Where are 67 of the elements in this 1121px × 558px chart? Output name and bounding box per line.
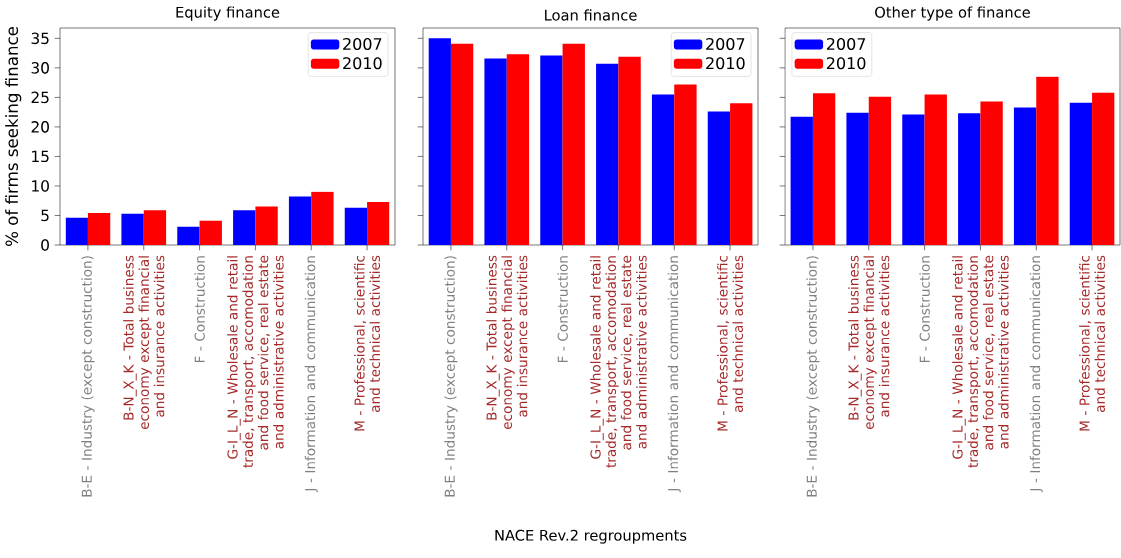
- bar: [924, 94, 947, 245]
- bar: [540, 55, 563, 245]
- bar: [980, 101, 1003, 245]
- bar: [199, 220, 222, 245]
- legend-label: 2010: [706, 57, 745, 70]
- y-tick-label: 10: [32, 180, 49, 192]
- y-tick-label: 25: [31, 91, 49, 104]
- bar: [506, 54, 530, 245]
- legend-label: 2010: [826, 57, 866, 70]
- x-tick-label: F - Construction: [194, 256, 205, 363]
- bar: [344, 207, 368, 245]
- legend-label: 2010: [343, 57, 382, 70]
- legend-label: 2007: [826, 37, 866, 51]
- legend-label: 2007: [343, 37, 382, 51]
- x-tick-label: J - Information and communication: [304, 256, 318, 493]
- bar: [651, 94, 675, 245]
- bar: [730, 103, 753, 245]
- bar: [233, 210, 256, 245]
- bar: [958, 113, 981, 245]
- bar: [177, 226, 200, 245]
- bar: [121, 213, 144, 245]
- chart-title: Loan finance: [545, 9, 637, 21]
- legend-label: 2007: [706, 37, 745, 51]
- x-tick-label: B-N_X_K - Total business economy except financial and insurance activities: [848, 255, 890, 430]
- bar: [596, 63, 619, 245]
- y-tick-label: 15: [32, 150, 49, 163]
- x-axis-title: NACE Rev.2 regroupments: [495, 529, 687, 544]
- y-tick-label: 30: [31, 62, 49, 74]
- bar: [288, 196, 312, 245]
- bar: [790, 116, 813, 245]
- bar: [65, 217, 88, 245]
- bar: [450, 43, 474, 245]
- bar: [311, 191, 334, 245]
- bar: [87, 213, 111, 245]
- x-tick-label: B-E - Industry (except construction): [806, 256, 820, 497]
- bar: [868, 96, 892, 245]
- x-tick-label: B-E - Industry (except construction): [81, 256, 95, 497]
- y-tick-label: 20: [31, 121, 49, 133]
- bar: [902, 114, 925, 245]
- bar: [1092, 92, 1115, 245]
- bar: [255, 206, 278, 245]
- y-tick-label: 0: [41, 239, 49, 251]
- bar: [812, 93, 836, 245]
- x-tick-label: J - Information and communication: [667, 256, 681, 493]
- x-tick-label: B-N_X_K - Total business economy except financial and insurance activities: [486, 255, 528, 430]
- bar: [143, 210, 167, 245]
- bar: [428, 38, 451, 245]
- bar: [1036, 76, 1059, 245]
- bar: [674, 84, 697, 245]
- chart-title: Other type of finance: [875, 6, 1030, 21]
- bar: [618, 56, 641, 245]
- bar: [484, 58, 507, 245]
- y-tick-label: 5: [41, 209, 49, 222]
- y-axis-title: % of firms seeking finance: [5, 26, 22, 247]
- x-tick-label: J - Information and communication: [1029, 256, 1043, 493]
- x-tick-label: F - Construction: [919, 256, 930, 363]
- bar: [707, 111, 731, 245]
- x-tick-label: B-E - Industry (except construction): [444, 256, 458, 497]
- bar: [846, 112, 869, 245]
- x-tick-label: B-N_X_K - Total business economy except financial and insurance activities: [123, 255, 165, 430]
- y-tick-label: 35: [31, 32, 49, 45]
- x-tick-label: F - Construction: [557, 256, 568, 363]
- bar: [1069, 102, 1093, 245]
- bar: [1013, 107, 1037, 245]
- chart-title: Equity finance: [176, 6, 280, 21]
- bar: [562, 43, 585, 245]
- bar: [367, 201, 390, 245]
